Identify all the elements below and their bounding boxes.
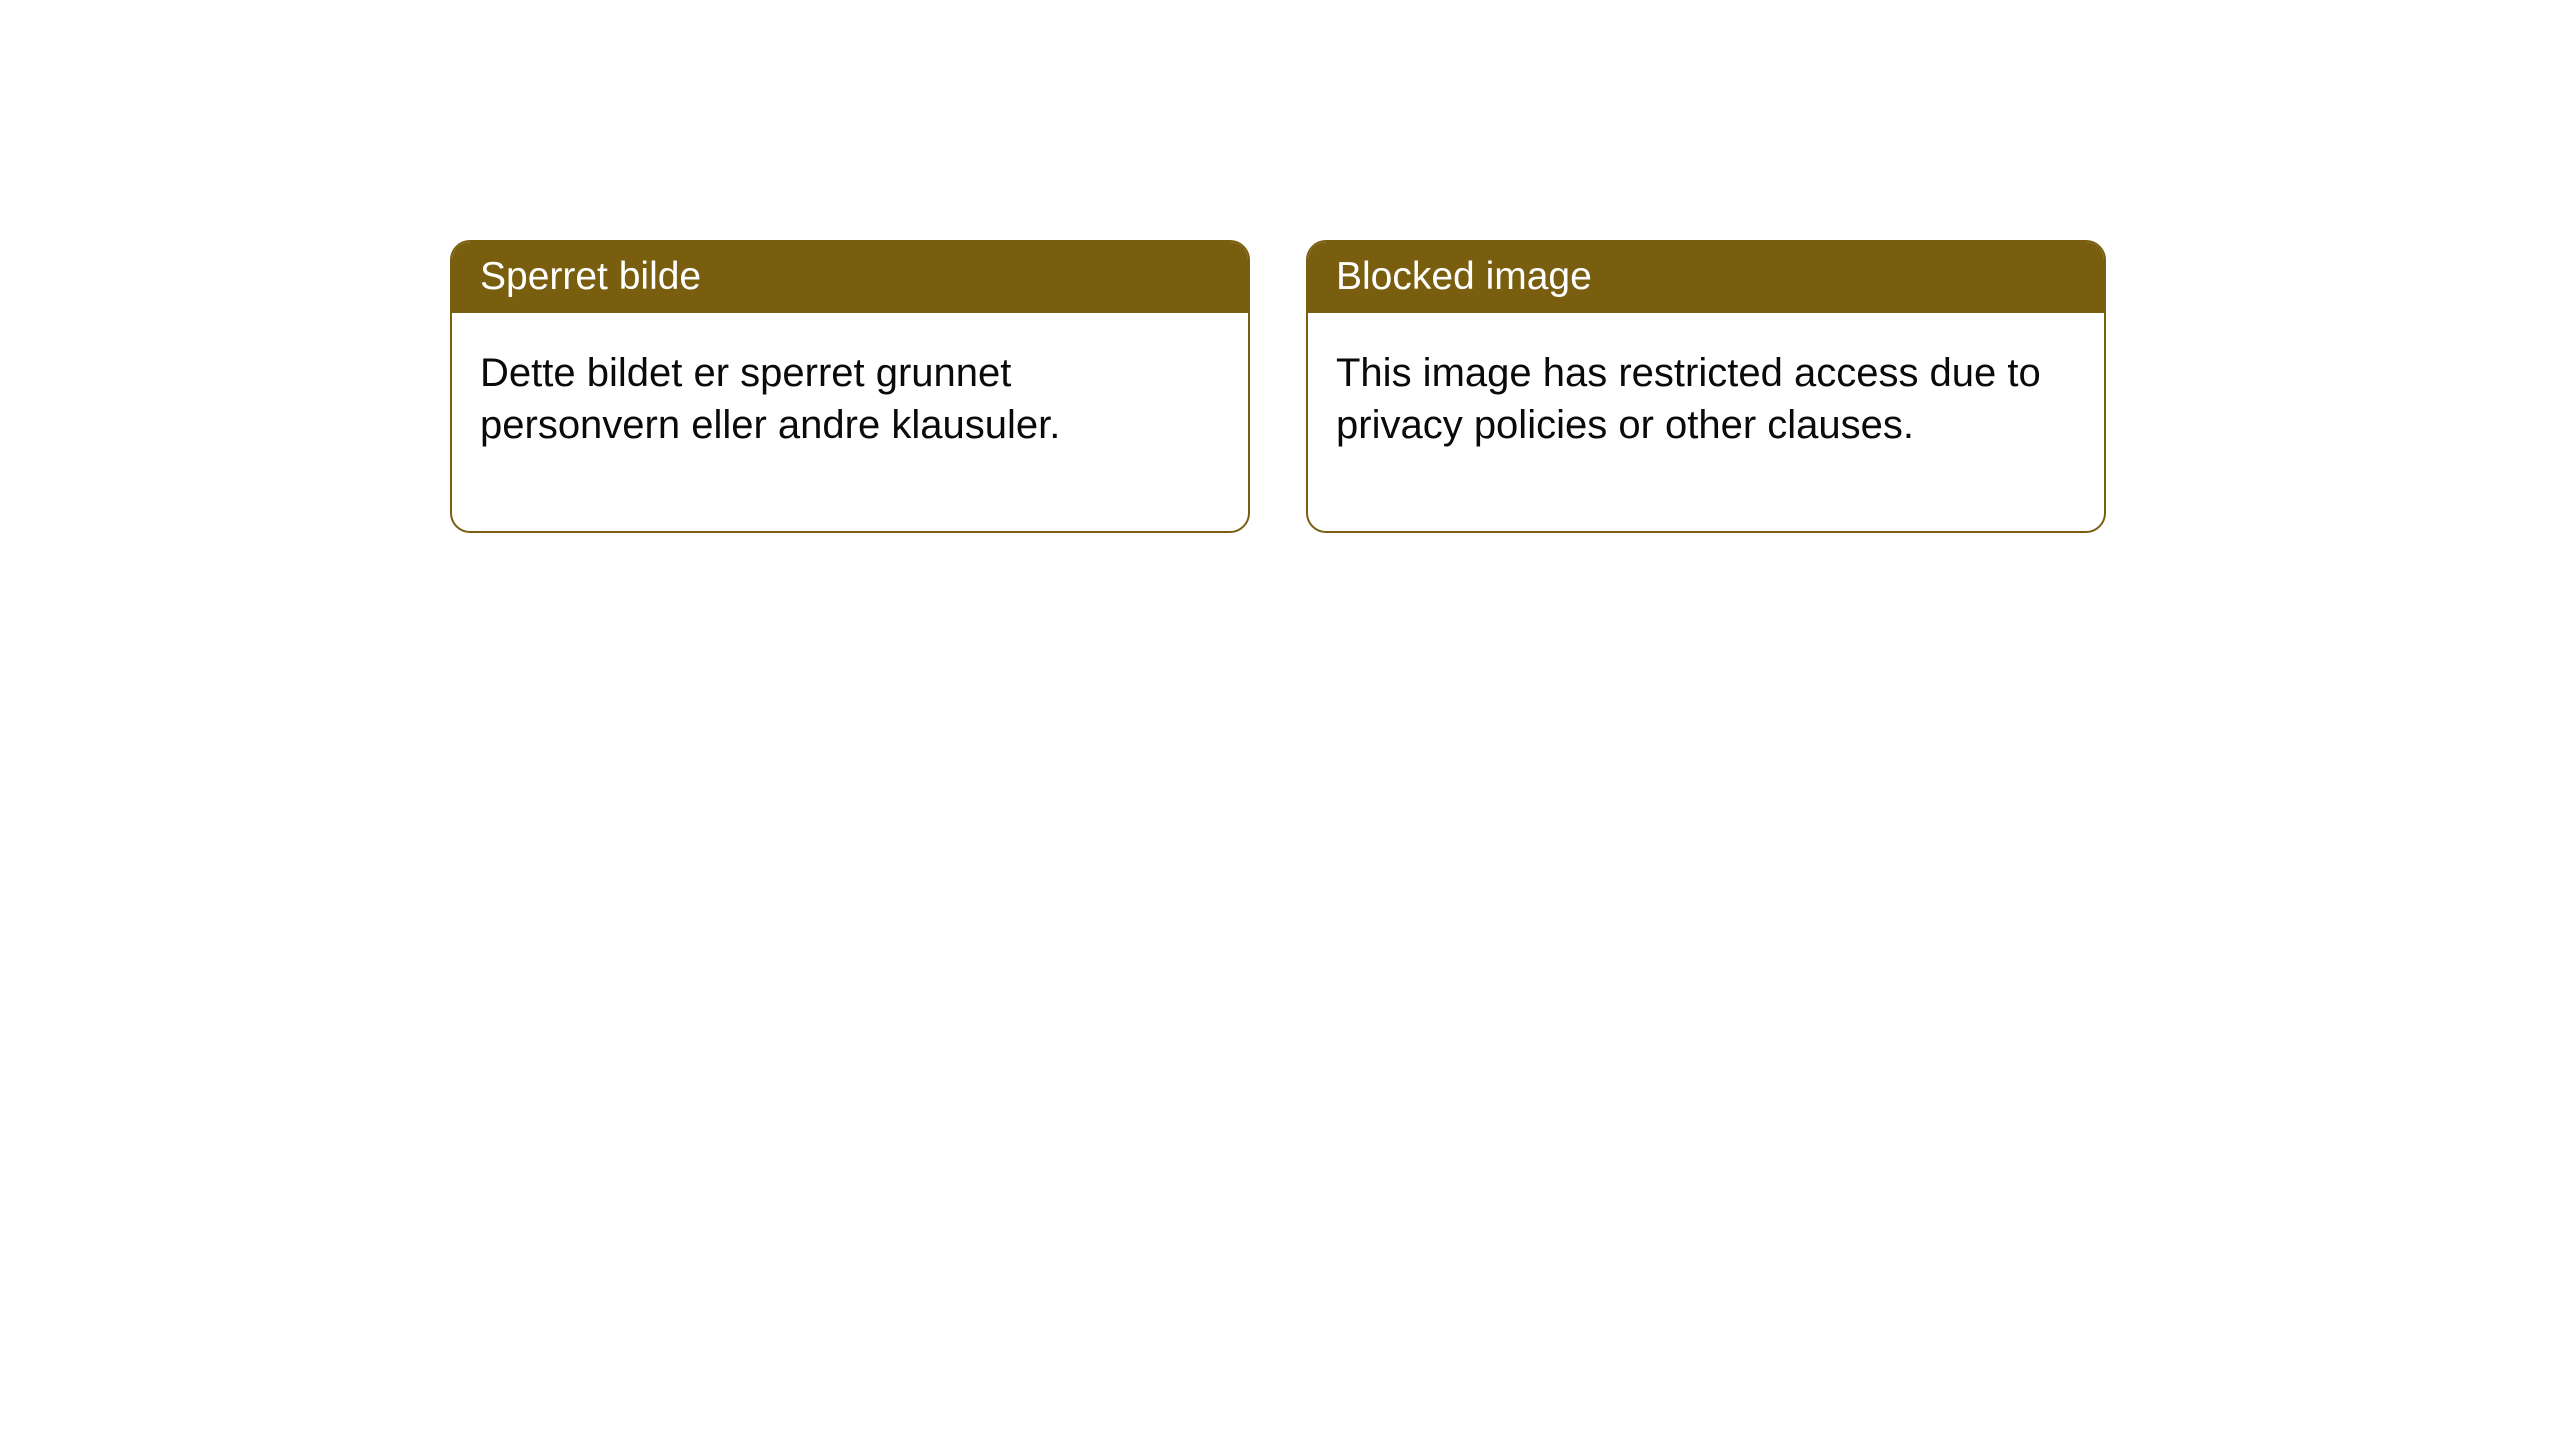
card-body: Dette bildet er sperret grunnet personve… bbox=[452, 313, 1248, 531]
notice-container: Sperret bilde Dette bildet er sperret gr… bbox=[450, 240, 2106, 533]
card-header: Blocked image bbox=[1308, 242, 2104, 313]
card-title: Blocked image bbox=[1336, 255, 1592, 298]
card-body: This image has restricted access due to … bbox=[1308, 313, 2104, 531]
card-title: Sperret bilde bbox=[480, 255, 701, 298]
card-message: Dette bildet er sperret grunnet personve… bbox=[480, 351, 1060, 447]
notice-card-norwegian: Sperret bilde Dette bildet er sperret gr… bbox=[450, 240, 1250, 533]
card-header: Sperret bilde bbox=[452, 242, 1248, 313]
card-message: This image has restricted access due to … bbox=[1336, 351, 2041, 447]
notice-card-english: Blocked image This image has restricted … bbox=[1306, 240, 2106, 533]
